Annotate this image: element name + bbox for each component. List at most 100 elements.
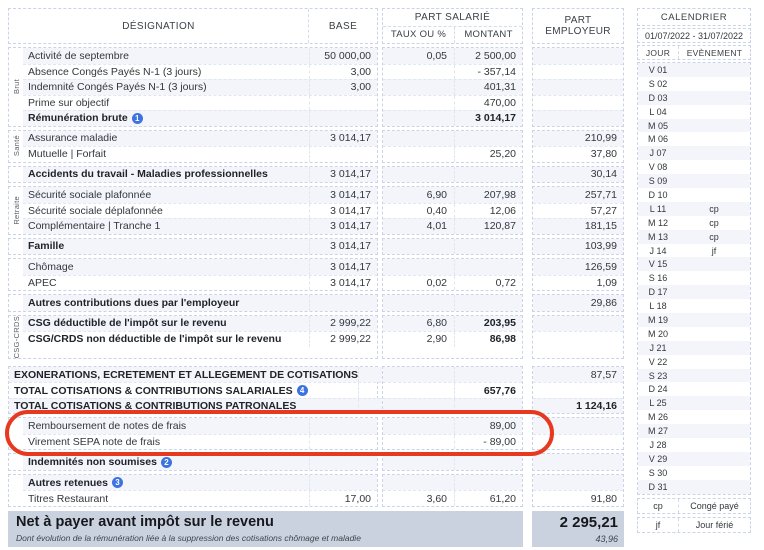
cell-base: 3 014,17 (309, 130, 377, 146)
calendar-day-row: D 03 (638, 90, 750, 105)
section-group-strip (9, 259, 23, 290)
cell-base: 3 014,17 (309, 219, 377, 234)
row-label: CSG/CRDS non déductible de l'impôt sur l… (28, 333, 282, 346)
table-row-salarie (383, 166, 522, 183)
cell-base (358, 383, 426, 398)
table-row-salarie: 3 014,17 (383, 110, 522, 126)
cell-montant (454, 474, 522, 491)
table-row: Autres retenues 3 (23, 474, 377, 491)
calendar-day-row: L 18 (638, 299, 750, 313)
table-row-salarie: 25,20 (383, 146, 522, 162)
table-sections: Brut Activité de septembre 50 000,00 Absenc… (5, 47, 624, 507)
calendar-day-row: M 06 (638, 132, 750, 146)
table-row: Chômage 3 014,17 (23, 259, 377, 275)
section-group-label: Brut (11, 79, 21, 95)
cell-montant (454, 166, 522, 182)
cell-taux (383, 111, 454, 126)
section-group-strip (9, 475, 23, 506)
info-badge-icon[interactable]: 2 (160, 456, 172, 468)
cell-base (309, 95, 377, 110)
section-employeur-box: 257,71 57,27 181,15 (532, 186, 624, 235)
calendar-day: V 01 (648, 64, 668, 75)
cell-part-employeur (533, 332, 623, 347)
calendar-day: J 14 (649, 245, 667, 256)
header-part-salarie: PART SALARIÉ TAUX OU % MONTANT (382, 8, 523, 44)
part-salarie-column-header: PART SALARIÉ (414, 11, 491, 23)
cell-part-employeur (533, 418, 623, 434)
table-row-employeur: 91,80 (533, 490, 623, 506)
cell-montant (454, 259, 522, 275)
calendar-day: J 07 (649, 148, 667, 159)
calendar-day-row: J 14 jf (638, 244, 750, 258)
calendar-day: M 12 (647, 217, 668, 228)
calendar-day-row: S 30 (638, 466, 750, 480)
table-section: Indemnités non soumises 2 (8, 453, 624, 471)
table-row-employeur: 29,86 (533, 295, 623, 311)
calendar-event: cp (709, 217, 719, 228)
table-row-employeur (533, 48, 623, 64)
cell-part-employeur (533, 435, 623, 450)
table-row-salarie: - 357,14 (383, 63, 522, 79)
section-employeur-box: 87,57 1 124,16 (532, 365, 624, 415)
row-label: Sécurité sociale plafonnée (28, 188, 152, 201)
table-row-salarie: 657,76 (383, 382, 522, 398)
calendar-day-row: V 29 (638, 451, 750, 466)
taux-column-header: TAUX OU % (390, 29, 447, 41)
info-badge-icon[interactable]: 4 (296, 385, 308, 397)
section-employeur-box: 91,80 (532, 473, 624, 507)
row-label: Absence Congés Payés N-1 (3 jours) (28, 65, 202, 78)
table-row: CSG déductible de l'impôt sur le revenu 2… (23, 315, 377, 331)
table-row-salarie: 2,90 86,98 (383, 331, 522, 347)
section-group-strip: Santé (9, 131, 23, 162)
net-row: Net à payer avant impôt sur le revenu Do… (8, 510, 624, 547)
cell-taux (383, 399, 454, 414)
calendar-day: D 10 (648, 189, 668, 200)
calendar-days: V 01 S 02 D 03 L 04 M 05 M 06 J 07 V 08 S 09 D 10… (637, 62, 751, 495)
calendar-event: cp (709, 203, 719, 214)
info-badge-icon[interactable]: 1 (131, 112, 143, 124)
section-employeur-box (532, 314, 624, 359)
calendar-day-row: S 16 (638, 271, 750, 285)
calendar-day-row: V 22 (638, 355, 750, 369)
table-row-employeur (533, 315, 623, 332)
table-row-salarie: 6,90 207,98 (383, 187, 522, 203)
cell-part-employeur (533, 475, 623, 491)
cell-base: 3 014,17 (309, 275, 377, 290)
section-group-strip (9, 454, 23, 470)
table-row: Remboursement de notes de frais (23, 418, 377, 434)
calendar-day: V 22 (648, 356, 668, 367)
cell-taux (383, 167, 454, 183)
section-salarie-box: 6,90 207,98 0,40 12,06 4,01 120,87 (382, 186, 523, 235)
section-group-strip: CSG-CRDS (9, 316, 23, 358)
table-row-employeur (533, 63, 623, 80)
info-badge-icon[interactable]: 3 (111, 477, 123, 489)
table-row-employeur: 30,14 (533, 166, 623, 182)
row-label: TOTAL COTISATIONS & CONTRIBUTIONS SALARI… (9, 385, 358, 397)
calendar-day-row: L 11 cp (638, 201, 750, 216)
cell-montant: 2 500,00 (454, 48, 522, 64)
row-label: APEC (28, 276, 57, 289)
cell-base (309, 147, 377, 162)
row-label: Virement SEPA note de frais (28, 436, 161, 449)
cell-taux (383, 454, 454, 470)
calendar-day-row: M 05 (638, 118, 750, 133)
section-employeur-box (532, 453, 624, 471)
cell-part-employeur: 257,71 (584, 188, 617, 201)
table-row-employeur: 87,57 (533, 366, 623, 383)
cell-montant: 657,76 (454, 383, 522, 398)
cell-montant: 207,98 (454, 187, 522, 203)
table-header: DÉSIGNATION BASE PART SALARIÉ TAUX OU % … (8, 8, 624, 44)
cell-montant: 12,06 (454, 203, 522, 218)
net-note: Dont évolution de la rémunération liée à… (16, 532, 361, 543)
table-row: Rémunération brute 1 (23, 110, 377, 126)
calendar-day: D 24 (648, 384, 668, 395)
cell-part-employeur: 1,09 (596, 276, 617, 289)
calendar-day: M 26 (647, 412, 668, 423)
table-section: Retraite Sécurité sociale plafonnée 3 014,… (8, 186, 624, 235)
cell-part-employeur (533, 316, 623, 332)
table-row-salarie: 3,60 61,20 (383, 490, 522, 506)
net-value: 2 295,21 (559, 513, 618, 531)
calendar-day-row: V 15 (638, 257, 750, 272)
row-label: Rémunération brute 1 (23, 112, 309, 124)
cell-part-employeur: 210,99 (584, 132, 617, 145)
